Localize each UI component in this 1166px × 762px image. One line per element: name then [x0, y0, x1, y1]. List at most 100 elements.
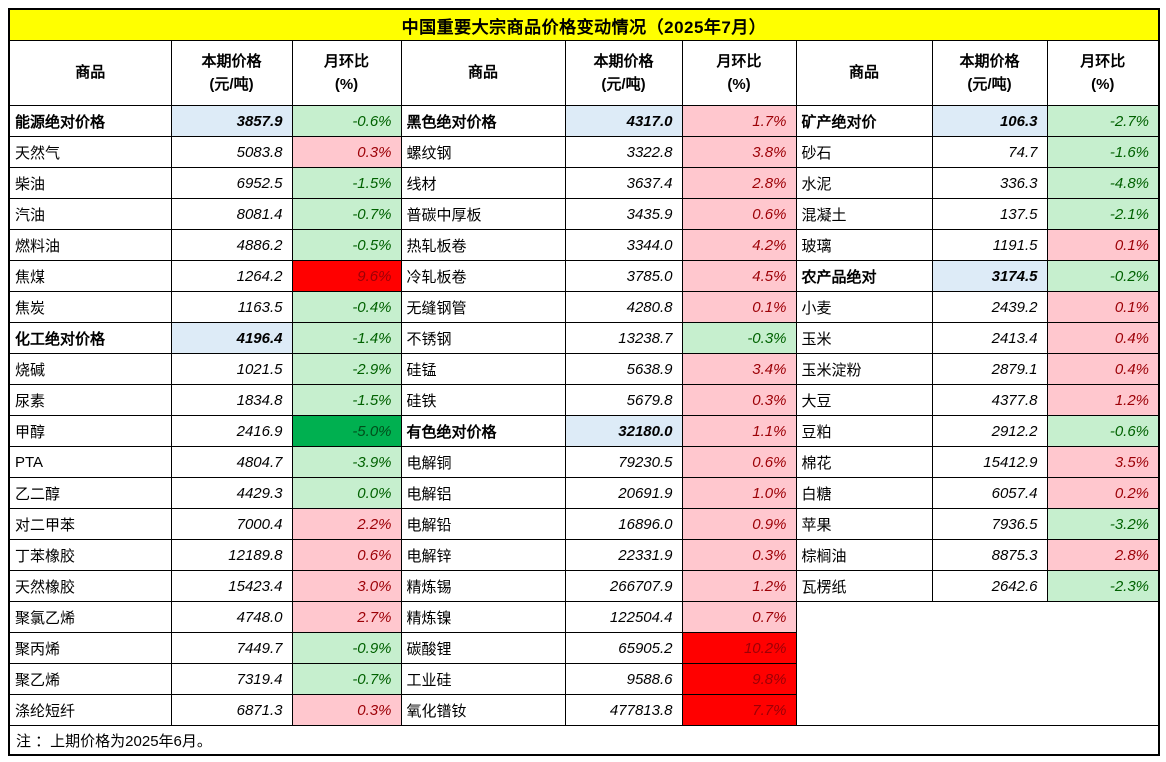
commodity-name-cell: 工业硅: [400, 663, 566, 695]
mom-cell: 0.3%: [681, 539, 797, 571]
mom-cell: -2.3%: [1046, 570, 1160, 602]
column-header-mom: 月环比 (%): [681, 40, 797, 106]
mom-cell: 0.1%: [1046, 291, 1160, 323]
mom-cell: 1.2%: [1046, 384, 1160, 416]
note-row: 注 ：上期价格为2025年6月。: [8, 725, 1160, 756]
commodity-name-cell: 精炼镍: [400, 601, 566, 633]
mom-cell: -1.5%: [291, 167, 402, 199]
table-row: 天然橡胶 15423.4 3.0% 精炼锡 266707.9 1.2% 瓦楞纸 2642.6-…: [8, 570, 1160, 602]
commodity-name-cell: 硅锰: [400, 353, 566, 385]
price-cell: 4377.8: [931, 384, 1048, 416]
commodity-name-cell: 电解锌: [400, 539, 566, 571]
price-cell: 3174.5: [931, 260, 1048, 292]
empty-cell: [932, 663, 1047, 695]
commodity-name-cell: 玉米淀粉: [795, 353, 933, 385]
commodity-name-cell: 不锈钢: [400, 322, 566, 354]
price-cell: 16896.0: [564, 508, 683, 540]
empty-cell: [932, 632, 1047, 664]
empty-cell: [796, 694, 932, 726]
mom-cell: 2.8%: [681, 167, 797, 199]
commodity-name-cell: 聚氯乙烯: [8, 601, 172, 633]
commodity-name-cell: 丁苯橡胶: [8, 539, 172, 571]
price-cell: 65905.2: [564, 632, 683, 664]
mom-cell: 0.6%: [681, 198, 797, 230]
price-cell: 2642.6: [931, 570, 1048, 602]
mom-cell: -2.1%: [1046, 198, 1160, 230]
price-cell: 266707.9: [564, 570, 683, 602]
header-line: 月环比: [1080, 52, 1126, 70]
mom-cell: 2.2%: [291, 508, 402, 540]
price-cell: 4429.3: [170, 477, 293, 509]
price-cell: 122504.4: [564, 601, 683, 633]
mom-cell: 2.8%: [1046, 539, 1160, 571]
price-cell: 32180.0: [564, 415, 683, 447]
empty-cell: [1047, 694, 1160, 726]
price-cell: 5679.8: [564, 384, 683, 416]
mom-cell: -3.9%: [291, 446, 402, 478]
price-cell: 2413.4: [931, 322, 1048, 354]
table-row: 聚丙烯 7449.7 -0.9% 碳酸锂 65905.2 10.2%: [8, 632, 1160, 664]
header-line: (元/吨): [209, 76, 254, 93]
commodity-price-table: 中国重要大宗商品价格变动情况（2025年7月） 商品 本期价格 (元/吨) 月环…: [8, 8, 1161, 756]
table-row: 聚乙烯 7319.4 -0.7% 工业硅 9588.6 9.8%: [8, 663, 1160, 695]
header-line: 本期价格: [959, 52, 1020, 70]
empty-cell: [796, 632, 932, 664]
commodity-name-cell: 瓦楞纸: [795, 570, 933, 602]
price-cell: 137.5: [931, 198, 1048, 230]
commodity-name-cell: 棉花: [795, 446, 933, 478]
price-cell: 3785.0: [564, 260, 683, 292]
page-title: 中国重要大宗商品价格变动情况（2025年7月）: [8, 8, 1160, 41]
price-cell: 1163.5: [170, 291, 293, 323]
price-cell: 7319.4: [170, 663, 293, 695]
mom-cell: 0.6%: [291, 539, 402, 571]
mom-cell: -1.4%: [291, 322, 402, 354]
column-header-mom: 月环比 (%): [1046, 40, 1160, 106]
price-cell: 9588.6: [564, 663, 683, 695]
mom-cell: -4.8%: [1046, 167, 1160, 199]
commodity-name-cell: 有色绝对价格: [400, 415, 566, 447]
header-line: (%): [334, 76, 359, 93]
price-cell: 4886.2: [170, 229, 293, 261]
price-cell: 2416.9: [170, 415, 293, 447]
price-cell: 7936.5: [931, 508, 1048, 540]
commodity-name-cell: 电解铜: [400, 446, 566, 478]
commodity-name-cell: 焦煤: [8, 260, 172, 292]
commodity-name-cell: 豆粕: [795, 415, 933, 447]
mom-cell: 9.6%: [291, 260, 402, 292]
commodity-name-cell: 涤纶短纤: [8, 694, 172, 726]
price-cell: 4804.7: [170, 446, 293, 478]
commodity-name-cell: 玉米: [795, 322, 933, 354]
table-row: 尿素 1834.8 -1.5% 硅铁 5679.8 0.3% 大豆 4377.8 1.2%: [8, 384, 1160, 416]
empty-cell: [1047, 601, 1160, 633]
price-cell: 1264.2: [170, 260, 293, 292]
column-header-mom: 月环比 (%): [291, 40, 402, 106]
commodity-name-cell: 无缝钢管: [400, 291, 566, 323]
mom-cell: 3.5%: [1046, 446, 1160, 478]
mom-cell: 0.7%: [681, 601, 797, 633]
commodity-name-cell: 冷轧板卷: [400, 260, 566, 292]
commodity-name-cell: 汽油: [8, 198, 172, 230]
mom-cell: 0.9%: [681, 508, 797, 540]
mom-cell: -0.4%: [291, 291, 402, 323]
mom-cell: 2.7%: [291, 601, 402, 633]
price-cell: 1834.8: [170, 384, 293, 416]
price-cell: 3637.4: [564, 167, 683, 199]
footnote: 注 ：上期价格为2025年6月。: [8, 725, 1160, 756]
header-line: 月环比: [323, 52, 369, 70]
price-cell: 20691.9: [564, 477, 683, 509]
price-cell: 74.7: [931, 136, 1048, 168]
price-cell: 6871.3: [170, 694, 293, 726]
commodity-name-cell: 热轧板卷: [400, 229, 566, 261]
mom-cell: -0.2%: [1046, 260, 1160, 292]
commodity-name-cell: 棕榈油: [795, 539, 933, 571]
mom-cell: 0.3%: [681, 384, 797, 416]
commodity-name-cell: 农产品绝对: [795, 260, 933, 292]
mom-cell: 0.1%: [1046, 229, 1160, 261]
mom-cell: 1.2%: [681, 570, 797, 602]
commodity-name-cell: 焦炭: [8, 291, 172, 323]
price-cell: 2879.1: [931, 353, 1048, 385]
table-row: 燃料油 4886.2 -0.5% 热轧板卷 3344.0 4.2% 玻璃 1191.5 0.1%: [8, 229, 1160, 261]
commodity-name-cell: 电解铝: [400, 477, 566, 509]
price-cell: 4280.8: [564, 291, 683, 323]
commodity-name-cell: PTA: [8, 446, 172, 478]
